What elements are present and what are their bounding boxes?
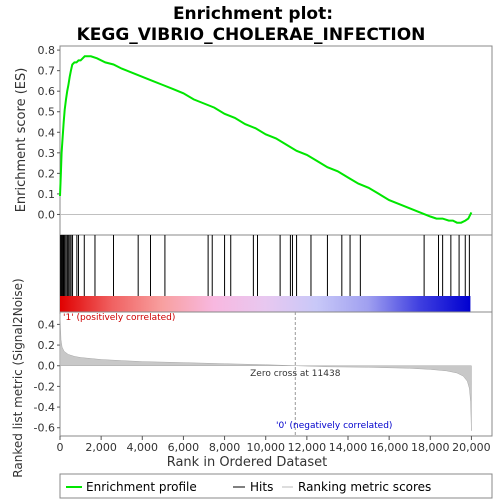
x-tick-label: 14,000 (329, 441, 368, 454)
es-tick-label: 0.2 (38, 167, 56, 180)
x-tick-label: 18,000 (411, 441, 450, 454)
es-tick-label: 0.3 (38, 147, 56, 160)
hits-group (60, 235, 470, 296)
es-panel-frame (59, 45, 493, 236)
chart-title-line1: Enrichment plot: (173, 4, 333, 24)
metric-tick-label: -0.2 (34, 380, 55, 393)
x-tick-label: 8,000 (209, 441, 241, 454)
es-tick-label: 0.5 (38, 106, 56, 119)
es-tick-label: 0.0 (38, 208, 56, 221)
zero-cross-label: Zero cross at 11438 (250, 369, 341, 379)
legend-hits: Hits (250, 480, 273, 494)
es-ticks: 0.0 0.1 0.2 0.3 0.4 0.5 0.6 0.7 0.8 (38, 44, 60, 221)
ranking-metric-area (59, 314, 472, 431)
es-ylabel: Enrichment score (ES) (14, 68, 29, 213)
es-tick-label: 0.4 (38, 126, 56, 139)
metric-panel-frame (59, 311, 493, 437)
negative-label: '0' (negatively correlated) (276, 421, 392, 431)
es-tick-label: 0.1 (38, 188, 56, 201)
metric-ticks: -0.6 -0.4 -0.2 0.0 0.2 0.4 (34, 318, 60, 435)
metric-tick-label: -0.4 (34, 401, 55, 414)
rank-color-bar (60, 296, 471, 312)
x-tick-label: 6,000 (168, 441, 200, 454)
x-tick-label: 10,000 (246, 441, 285, 454)
color-bar-rect (60, 296, 471, 312)
metric-tick-label: -0.6 (34, 422, 55, 435)
x-axis-label: Rank in Ordered Dataset (167, 455, 328, 470)
rank-ylabel: Ranked list metric (Signal2Noise) (11, 278, 25, 477)
es-tick-label: 0.7 (38, 65, 56, 78)
legend-box (59, 473, 493, 499)
x-tick-label: 16,000 (370, 441, 409, 454)
x-axis-ticks: 0 2,000 4,000 6,000 8,000 10,000 12,000 14,000 1… (57, 436, 491, 454)
x-tick-label: 4,000 (127, 441, 159, 454)
legend-metric: Ranking metric scores (298, 480, 431, 494)
x-tick-label: 0 (57, 441, 64, 454)
chart-title-line2: KEGG_VIBRIO_CHOLERAE_INFECTION (77, 25, 426, 45)
legend-es: Enrichment profile (86, 480, 197, 494)
metric-tick-label: 0.2 (38, 339, 56, 352)
positive-label: '1' (positively correlated) (63, 313, 175, 323)
metric-tick-label: 0.4 (38, 318, 56, 331)
es-profile-line (59, 55, 473, 224)
es-tick-label: 0.6 (38, 85, 56, 98)
metric-tick-label: 0.0 (38, 360, 56, 373)
es-tick-label: 0.8 (38, 44, 56, 57)
x-tick-label: 12,000 (288, 441, 327, 454)
x-tick-label: 2,000 (85, 441, 117, 454)
x-tick-label: 20,000 (452, 441, 491, 454)
